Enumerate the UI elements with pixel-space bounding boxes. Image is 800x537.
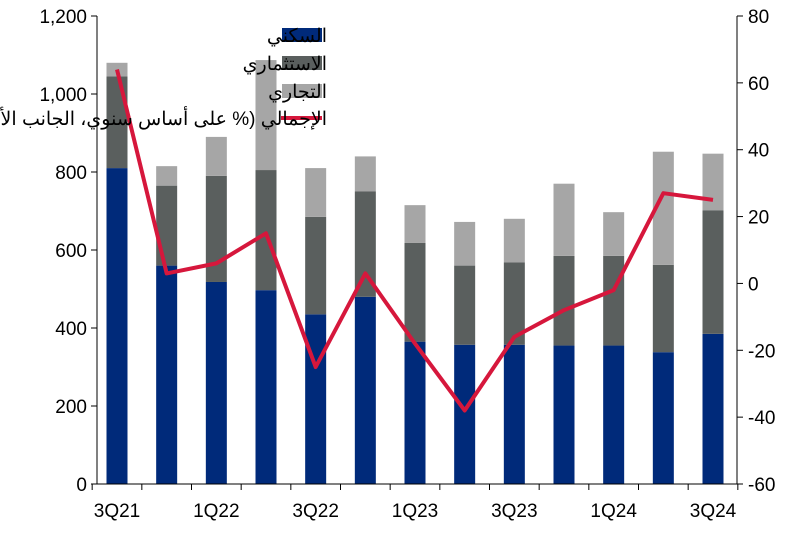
- right-tick-label: -20: [748, 341, 775, 362]
- left-tick-label: 600: [55, 241, 87, 262]
- left-tick-label: 400: [55, 319, 87, 340]
- bar-segment-3Q23-2: [503, 218, 525, 263]
- bar-segment-1Q24-2: [603, 212, 625, 256]
- right-tick-label: 0: [748, 274, 759, 295]
- bar-segment-2Q23-1: [454, 265, 476, 345]
- right-tick-label: 40: [748, 141, 769, 162]
- left-tick-label: 800: [55, 163, 87, 184]
- bar-segment-2Q24-1: [652, 264, 674, 353]
- legend-label-0: السكني: [267, 26, 327, 47]
- bar-segment-1Q24-1: [603, 255, 625, 346]
- bar-segment-3Q24-0: [702, 333, 724, 484]
- bar-segment-4Q21-2: [156, 166, 178, 186]
- right-tick-label: 60: [748, 74, 769, 95]
- legend-label-2: التجاري: [268, 82, 327, 103]
- bar-segment-4Q23-0: [553, 345, 575, 484]
- axes-layer: 0 200 400 600 800 1,000 1,200 -60 -40 -20 0 20 40 60 8…: [39, 7, 775, 522]
- bar-segment-2Q22-0: [255, 290, 277, 484]
- right-tick-label: -60: [748, 475, 775, 496]
- x-tick-label: 1Q23: [392, 501, 438, 522]
- bar-segment-3Q22-1: [305, 216, 327, 315]
- bar-segment-4Q21-0: [156, 265, 178, 484]
- legend-label-3: الإجمالي (% على أساس سنوي، الجانب الأيمن…: [0, 105, 327, 130]
- bar-segment-1Q22-1: [205, 175, 227, 282]
- legend-swatch-2: [282, 84, 322, 98]
- x-tick-label: 3Q24: [690, 501, 737, 522]
- bar-segment-4Q22-1: [354, 191, 376, 297]
- legend-label-1: الاستثماري: [243, 54, 327, 75]
- left-tick-label: 1,000: [39, 85, 87, 106]
- bar-segment-3Q24-1: [702, 210, 724, 334]
- bar-segment-1Q23-2: [404, 205, 426, 243]
- bar-segment-3Q24-2: [702, 153, 724, 211]
- legend-swatch-1: [282, 56, 322, 70]
- bar-segment-4Q21-1: [156, 185, 178, 266]
- bar-segment-2Q22-1: [255, 170, 277, 291]
- bar-segment-4Q23-2: [553, 183, 575, 256]
- x-tick-label: 3Q22: [292, 501, 338, 522]
- right-tick-label: -40: [748, 408, 775, 429]
- bar-segment-4Q22-0: [354, 296, 376, 484]
- bar-segment-2Q23-2: [454, 221, 476, 266]
- x-tick-label: 1Q24: [590, 501, 637, 522]
- right-tick-label: 80: [748, 7, 769, 28]
- bar-segment-2Q22-2: [255, 60, 277, 171]
- bar-segment-4Q22-2: [354, 156, 376, 192]
- x-tick-label: 1Q22: [193, 501, 239, 522]
- right-tick-label: 20: [748, 208, 769, 229]
- x-tick-label: 3Q21: [94, 501, 140, 522]
- bar-segment-3Q23-1: [503, 262, 525, 345]
- bar-segment-2Q24-0: [652, 352, 674, 484]
- legend-swatch-0: [282, 28, 322, 42]
- bar-segment-1Q23-0: [404, 341, 426, 484]
- bar-segment-1Q23-1: [404, 242, 426, 342]
- left-tick-label: 0: [76, 475, 87, 496]
- bar-segment-4Q23-1: [553, 255, 575, 346]
- bars-layer: [106, 60, 724, 484]
- bar-segment-3Q22-2: [305, 168, 327, 217]
- bar-segment-3Q22-0: [305, 314, 327, 484]
- bar-segment-2Q24-2: [652, 151, 674, 265]
- line-layer: [115, 69, 714, 413]
- total-yoy-line: [115, 69, 714, 413]
- bar-segment-1Q22-0: [205, 281, 227, 484]
- bar-segment-1Q22-2: [205, 136, 227, 176]
- bar-segment-3Q21-0: [106, 168, 128, 484]
- left-tick-label: 200: [55, 397, 87, 418]
- bar-segment-3Q23-0: [503, 344, 525, 484]
- bar-segment-1Q24-0: [603, 345, 625, 484]
- x-tick-label: 3Q23: [491, 501, 537, 522]
- left-tick-label: 1,200: [39, 7, 87, 28]
- bar-segment-2Q23-0: [454, 344, 476, 484]
